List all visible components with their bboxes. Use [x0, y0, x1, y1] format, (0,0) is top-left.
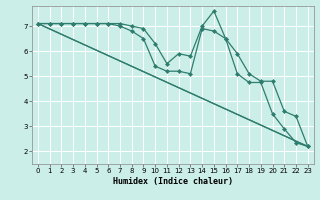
X-axis label: Humidex (Indice chaleur): Humidex (Indice chaleur)	[113, 177, 233, 186]
